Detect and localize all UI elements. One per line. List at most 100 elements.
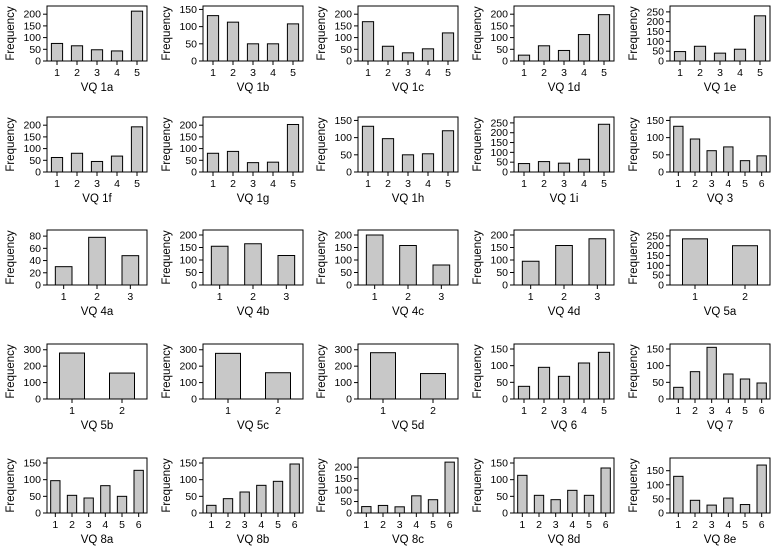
bar: [88, 236, 106, 286]
bar: [90, 160, 104, 173]
y-axis-label: Frequency: [628, 230, 640, 285]
x-tick-label: 5: [742, 178, 748, 190]
chart-panel: 1 2 0 100 200 300 Frequency VQ 5c: [161, 343, 304, 432]
y-tick-label: 100: [334, 255, 352, 267]
x-tick-label: 1: [675, 178, 681, 190]
x-tick-label: 2: [536, 519, 542, 531]
x-axis-label: VQ 5d: [392, 420, 425, 432]
y-tick-label: 100: [334, 32, 352, 44]
bar: [557, 49, 571, 62]
y-tick-label: 200: [23, 361, 41, 373]
bar: [689, 371, 701, 400]
bar: [682, 238, 708, 286]
x-tick-label: 5: [290, 178, 296, 190]
bar: [689, 499, 701, 514]
x-tick-label: 2: [250, 291, 256, 303]
bar: [109, 372, 135, 400]
x-tick-label: 6: [759, 178, 765, 190]
y-axis-label: Frequency: [5, 344, 17, 399]
x-tick-label: 1: [217, 291, 223, 303]
y-axis-label: Frequency: [472, 230, 484, 285]
bar: [673, 51, 687, 62]
y-axis-label: Frequency: [472, 458, 484, 513]
y-tick-label: 0: [502, 280, 508, 292]
x-tick-label: 5: [134, 67, 140, 79]
x-tick-label: 3: [397, 519, 403, 531]
bar: [706, 346, 717, 400]
y-tick-label: 150: [334, 473, 352, 485]
x-tick-label: 2: [697, 67, 703, 79]
x-axis-label: VQ 4b: [237, 306, 270, 318]
x-tick-label: 4: [725, 519, 731, 531]
x-tick-label: 6: [759, 519, 765, 531]
bar: [537, 45, 551, 62]
y-tick-label: 50: [185, 155, 197, 167]
y-tick-label: 0: [658, 508, 664, 520]
bar: [370, 352, 396, 400]
bar: [210, 245, 229, 286]
y-axis-label: Frequency: [161, 344, 173, 399]
x-tick-label: 4: [114, 67, 120, 79]
y-axis-label: Frequency: [161, 117, 173, 172]
bar: [706, 150, 717, 173]
bar: [246, 162, 260, 173]
x-tick-label: 1: [675, 519, 681, 531]
chart-panel: 1 2 3 4 5 6 0 50 100 150 Frequency VQ 7: [628, 343, 771, 432]
x-tick-label: 1: [363, 519, 369, 531]
bar: [50, 42, 64, 62]
bar: [361, 125, 375, 173]
x-axis-label: VQ 5a: [704, 306, 737, 318]
x-tick-label: 1: [208, 519, 214, 531]
x-tick-label: 1: [210, 67, 216, 79]
bar: [399, 245, 417, 286]
x-tick-label: 3: [127, 291, 133, 303]
y-tick-label: 50: [29, 155, 41, 167]
x-tick-label: 2: [430, 405, 436, 417]
y-axis-label: Frequency: [628, 6, 640, 61]
x-tick-label: 2: [561, 291, 567, 303]
y-tick-label: 150: [23, 131, 41, 143]
bar: [50, 156, 64, 173]
y-tick-label: 0: [191, 508, 197, 520]
x-axis-label: VQ 4a: [81, 306, 114, 318]
bar: [432, 264, 451, 286]
y-tick-label: 200: [646, 240, 664, 252]
y-tick-label: 0: [346, 56, 352, 68]
bar: [739, 504, 751, 514]
plot-frame: [46, 457, 148, 514]
y-tick-label: 200: [179, 120, 197, 132]
x-tick-label: 3: [86, 519, 92, 531]
x-tick-label: 5: [290, 67, 296, 79]
y-tick-label: 50: [496, 44, 508, 56]
y-axis-label: Frequency: [5, 117, 17, 172]
bar: [577, 362, 591, 400]
bar: [583, 494, 595, 514]
bar: [90, 49, 104, 62]
x-tick-label: 2: [692, 405, 698, 417]
x-tick-label: 1: [521, 67, 527, 79]
y-tick-label: 200: [23, 120, 41, 132]
y-tick-label: 150: [646, 344, 664, 356]
x-axis-label: VQ 6: [551, 420, 577, 432]
plot-frame: [669, 229, 771, 286]
x-tick-label: 2: [225, 519, 231, 531]
bar: [256, 484, 267, 514]
x-tick-label: 5: [275, 519, 281, 531]
y-axis-label: Frequency: [316, 230, 328, 285]
x-axis-label: VQ 7: [707, 420, 733, 432]
bar: [706, 504, 717, 514]
y-tick-label: 150: [334, 20, 352, 32]
x-tick-label: 3: [594, 291, 600, 303]
bar: [421, 48, 435, 62]
bar: [723, 497, 734, 514]
x-tick-label: 3: [438, 291, 444, 303]
y-axis-label: Frequency: [472, 117, 484, 172]
bar: [533, 494, 545, 514]
y-axis-label: Frequency: [472, 6, 484, 61]
bar: [673, 475, 684, 514]
bar: [272, 480, 284, 514]
